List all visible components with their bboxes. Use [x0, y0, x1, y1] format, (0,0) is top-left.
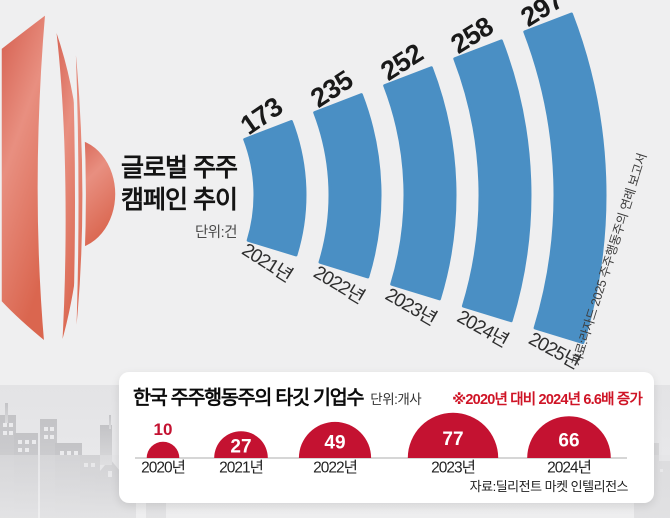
target-semicircle-2024년 — [527, 416, 611, 458]
semi-year-label-2024년: 2024년 — [547, 459, 591, 477]
semi-value-label-2024년: 66 — [558, 430, 579, 451]
korea-target-card: 10 2020년 27 2021년 49 2022년 77 2023년 66 2024년 한국 주… — [119, 372, 654, 503]
semi-year-label-2020년: 2020년 — [141, 459, 185, 477]
arc-year-label-2022년: 2022년 — [310, 261, 368, 308]
arc-year-label-2024년: 2024년 — [453, 306, 511, 352]
campaign-arc-2021년 — [243, 120, 307, 257]
campaign-arc-2024년 — [453, 39, 532, 323]
target-semicircle-2022년 — [298, 421, 372, 458]
megaphone-rim — [70, 1, 86, 373]
arc-value-label-2024년: 258 — [445, 11, 498, 60]
campaign-arc-2022년 — [313, 93, 382, 279]
top-chart-title-line2: 캠페인 추이 — [121, 186, 238, 214]
arc-value-label-2023년: 252 — [375, 38, 428, 87]
semi-value-label-2020년: 10 — [154, 420, 173, 439]
arc-value-label-2021년: 173 — [235, 91, 288, 141]
top-chart-title-line1: 글로벌 주주 — [121, 154, 238, 182]
arc-year-label-2023년: 2023년 — [381, 284, 439, 330]
semi-value-label-2021년: 27 — [230, 436, 251, 457]
top-chart-unit: 단위:건 — [194, 225, 238, 241]
card-unit: 단위:개사 — [370, 392, 422, 407]
arc-year-label-2021년: 2021년 — [238, 239, 296, 287]
card-source: 자료:딜리전트 마켓 인텔리전스 — [469, 479, 629, 494]
card-header: 한국 주주행동주의 타깃 기업수 단위:개사 ※2020년 대비 2024년 6… — [133, 381, 643, 410]
megaphone-cone — [0, 8, 50, 348]
target-semicircle-2020년 — [146, 441, 180, 458]
megaphone-illustration — [0, 1, 119, 373]
semi-value-label-2022년: 49 — [324, 433, 345, 454]
semi-year-label-2022년: 2022년 — [313, 459, 357, 477]
top-chart-title: 글로벌 주주 캠페인 추이 단위:건 — [55, 152, 238, 242]
target-semicircle-2023년 — [407, 412, 499, 458]
semi-year-label-2021년: 2021년 — [219, 459, 263, 477]
arc-value-label-2022년: 235 — [305, 64, 358, 113]
arc-value-label-2025년: 297 — [516, 0, 569, 33]
card-title: 한국 주주행동주의 타깃 기업수 — [133, 387, 364, 409]
semi-year-label-2023년: 2023년 — [431, 459, 475, 477]
campaign-arc-2023년 — [383, 66, 457, 301]
target-semicircle-2021년 — [214, 431, 268, 458]
card-note: ※2020년 대비 2024년 6.6배 증가 — [452, 392, 643, 408]
semi-value-label-2023년: 77 — [442, 429, 463, 450]
